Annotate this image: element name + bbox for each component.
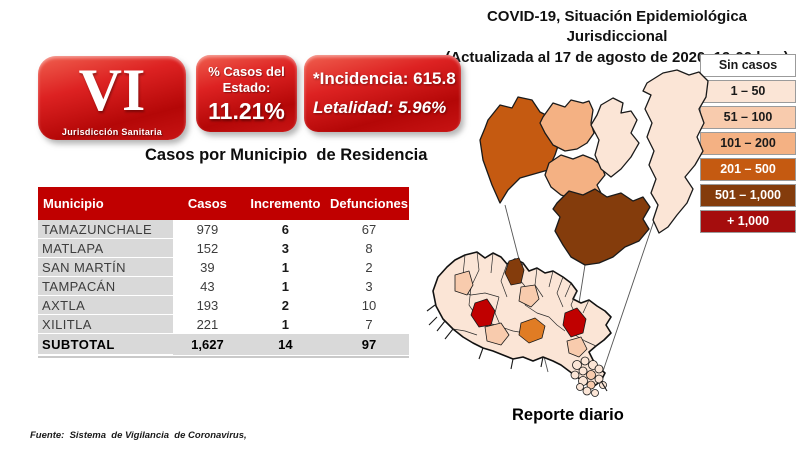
map-municipality-san-martin: [642, 69, 709, 234]
table-cell: 7: [365, 316, 373, 332]
locality-patch-peach-3: [484, 322, 510, 346]
table-cell: TAMAZUNCHALE: [38, 220, 174, 239]
table-cell: MATLAPA: [38, 238, 174, 258]
map-municipality-matlapa: [544, 154, 606, 201]
legend-item: 201 – 500: [700, 158, 796, 181]
locality-patch-orange: [518, 317, 546, 344]
map-municipality-tampacan: [590, 97, 640, 178]
table-cell: 2: [281, 297, 289, 313]
jurisdiction-badge: VI Jurisdicción Sanitaria: [38, 56, 186, 140]
legend-item: + 1,000: [700, 210, 796, 233]
map-municipality-tamazunchale: [552, 188, 651, 266]
locality-cluster: [570, 356, 607, 397]
locality-patch-peach-4: [566, 336, 588, 358]
table-cell: 14: [241, 333, 329, 355]
table-header-cell: Defunciones: [328, 187, 409, 220]
locality-patch-peach-2: [518, 284, 540, 308]
map-legend: Sin casos 1 – 50 51 – 100 101 – 200 201 – 50…: [700, 54, 796, 236]
locality-patch-peach-1: [454, 270, 474, 296]
table-cell: 979: [196, 221, 219, 237]
jurisdiction-label: Jurisdicción Sanitaria: [61, 127, 163, 137]
state-share-card: % Casos del Estado: 11.21%: [196, 55, 297, 132]
state-share-value: 11.21%: [208, 98, 285, 125]
table-cell: SAN MARTÍN: [38, 257, 174, 277]
table-cell: AXTLA: [38, 295, 174, 315]
locality-patch-brown: [504, 257, 525, 286]
page-title-line1: COVID-19, Situación Epidemiológica Juris…: [486, 8, 748, 46]
table-body: TAMAZUNCHALE 979 6 67 MATLAPA 152 3 8 SAN MARTÍN…: [38, 220, 409, 355]
table-subtotal-row: SUBTOTAL 1,627 14 97: [38, 333, 409, 355]
report-type-label: Reporte diario: [512, 406, 624, 424]
table-cell: 152: [196, 240, 219, 256]
table-cell: 221: [196, 316, 219, 332]
table-cell: TAMPACÁN: [38, 276, 174, 296]
lethality-value: Letalidad: 5.96%: [313, 98, 447, 117]
table-cell: 3: [281, 240, 289, 256]
table-cell: XILITLA: [38, 314, 174, 334]
table-cell: 1: [281, 316, 289, 332]
state-share-label: % Casos del Estado:: [208, 64, 285, 95]
table-underline: [38, 356, 409, 358]
locality-map: [426, 251, 612, 397]
legend-item: 51 – 100: [700, 106, 796, 129]
table-row: AXTLA 193 2 10: [38, 295, 409, 315]
table-cell: 1,627: [173, 333, 242, 355]
table-row: TAMPACÁN 43 1 3: [38, 276, 409, 296]
legend-item: 1 – 50: [700, 80, 796, 103]
table-row: XILITLA 221 1 7: [38, 314, 409, 334]
table-title: Casos por Municipio de Residencia: [145, 146, 428, 164]
table-cell: 3: [365, 278, 373, 294]
incidence-value: *Incidencia: 615.8: [313, 69, 456, 88]
locality-patch-red-east: [562, 307, 587, 338]
table-cell: 8: [365, 240, 373, 256]
table-cell: 10: [361, 297, 377, 313]
table-cell: 43: [200, 278, 215, 294]
table-cell: 193: [196, 297, 219, 313]
locality-patch-red-west: [470, 298, 496, 328]
incidence-card: *Incidencia: 615.8 Letalidad: 5.96%: [304, 55, 461, 132]
legend-item: 101 – 200: [700, 132, 796, 155]
legend-item: Sin casos: [700, 54, 796, 77]
source-note-line1: Fuente: Sistema de Vigilancia de Coronav…: [30, 429, 247, 441]
table-cell: 1: [281, 278, 289, 294]
locality-map-outline: [432, 251, 612, 388]
source-note: Fuente: Sistema de Vigilancia de Coronav…: [30, 400, 247, 454]
table-row: MATLAPA 152 3 8: [38, 238, 409, 258]
jurisdiction-number: VI: [78, 57, 146, 123]
municipality-table: Municipio Casos Incremento Defunciones TAMA…: [38, 187, 409, 355]
table-header-cell: Incremento: [241, 187, 329, 220]
table-cell: 39: [200, 259, 215, 275]
table-header-cell: Casos: [173, 187, 242, 220]
table-cell: SUBTOTAL: [38, 333, 174, 355]
table-cell: 97: [328, 333, 409, 355]
table-row: SAN MARTÍN 39 1 2: [38, 257, 409, 277]
choropleth-map: [426, 69, 709, 397]
legend-item: 501 – 1,000: [700, 184, 796, 207]
table-cell: 67: [361, 221, 377, 237]
table-cell: 1: [281, 259, 289, 275]
table-cell: 2: [365, 259, 373, 275]
locality-roads: [426, 304, 608, 392]
table-header-cell: Municipio: [38, 187, 174, 220]
table-row: TAMAZUNCHALE 979 6 67: [38, 220, 409, 239]
table-cell: 6: [281, 221, 289, 237]
table-header-row: Municipio Casos Incremento Defunciones: [38, 187, 409, 220]
